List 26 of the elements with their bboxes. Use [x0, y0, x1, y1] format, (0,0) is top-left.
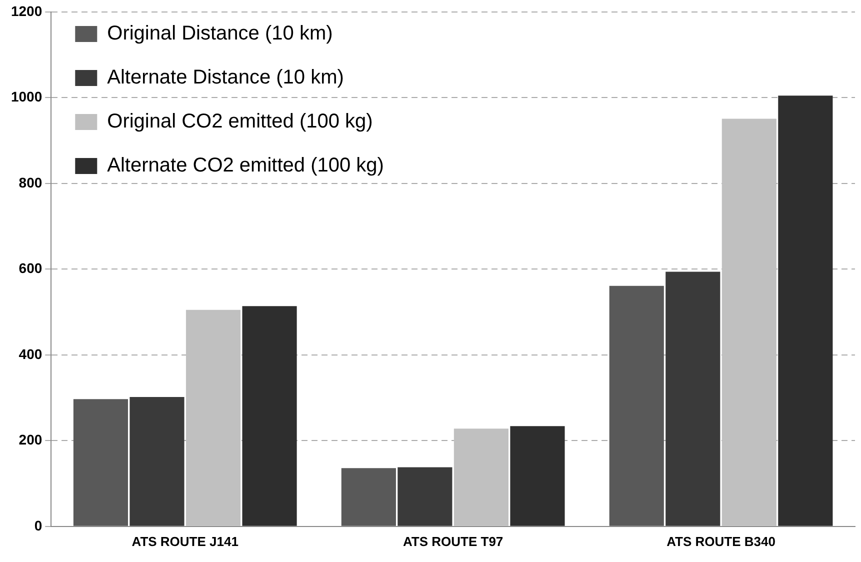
bar	[722, 118, 776, 526]
bar	[130, 396, 184, 526]
x-tick-label: ATS ROUTE J141	[132, 534, 238, 549]
bar	[73, 399, 128, 526]
y-tick-label: 200	[18, 432, 42, 448]
y-tick-label: 1000	[10, 88, 42, 105]
bar	[398, 467, 452, 526]
x-tick-label: ATS ROUTE T97	[402, 534, 504, 549]
bar	[666, 272, 720, 526]
y-tick-label: 1200	[10, 2, 42, 19]
legend-label: Original Distance (10 km)	[107, 22, 333, 45]
legend-label: Alternate CO2 emitted (100 kg)	[107, 154, 384, 177]
y-tick-label: 0	[34, 517, 42, 534]
legend-label: Alternate Distance (10 km)	[107, 66, 344, 89]
bar	[778, 96, 833, 526]
bar	[341, 468, 396, 526]
bar	[609, 286, 664, 526]
x-tick-label: ATS ROUTE B340	[666, 534, 776, 549]
bar	[454, 428, 508, 526]
bar	[510, 426, 565, 526]
bar	[186, 310, 241, 526]
y-tick-label: 800	[18, 174, 42, 190]
legend-label: Original CO2 emitted (100 kg)	[107, 110, 373, 133]
y-tick-label: 400	[18, 346, 42, 362]
bar	[242, 306, 297, 526]
y-tick-label: 600	[18, 260, 42, 276]
